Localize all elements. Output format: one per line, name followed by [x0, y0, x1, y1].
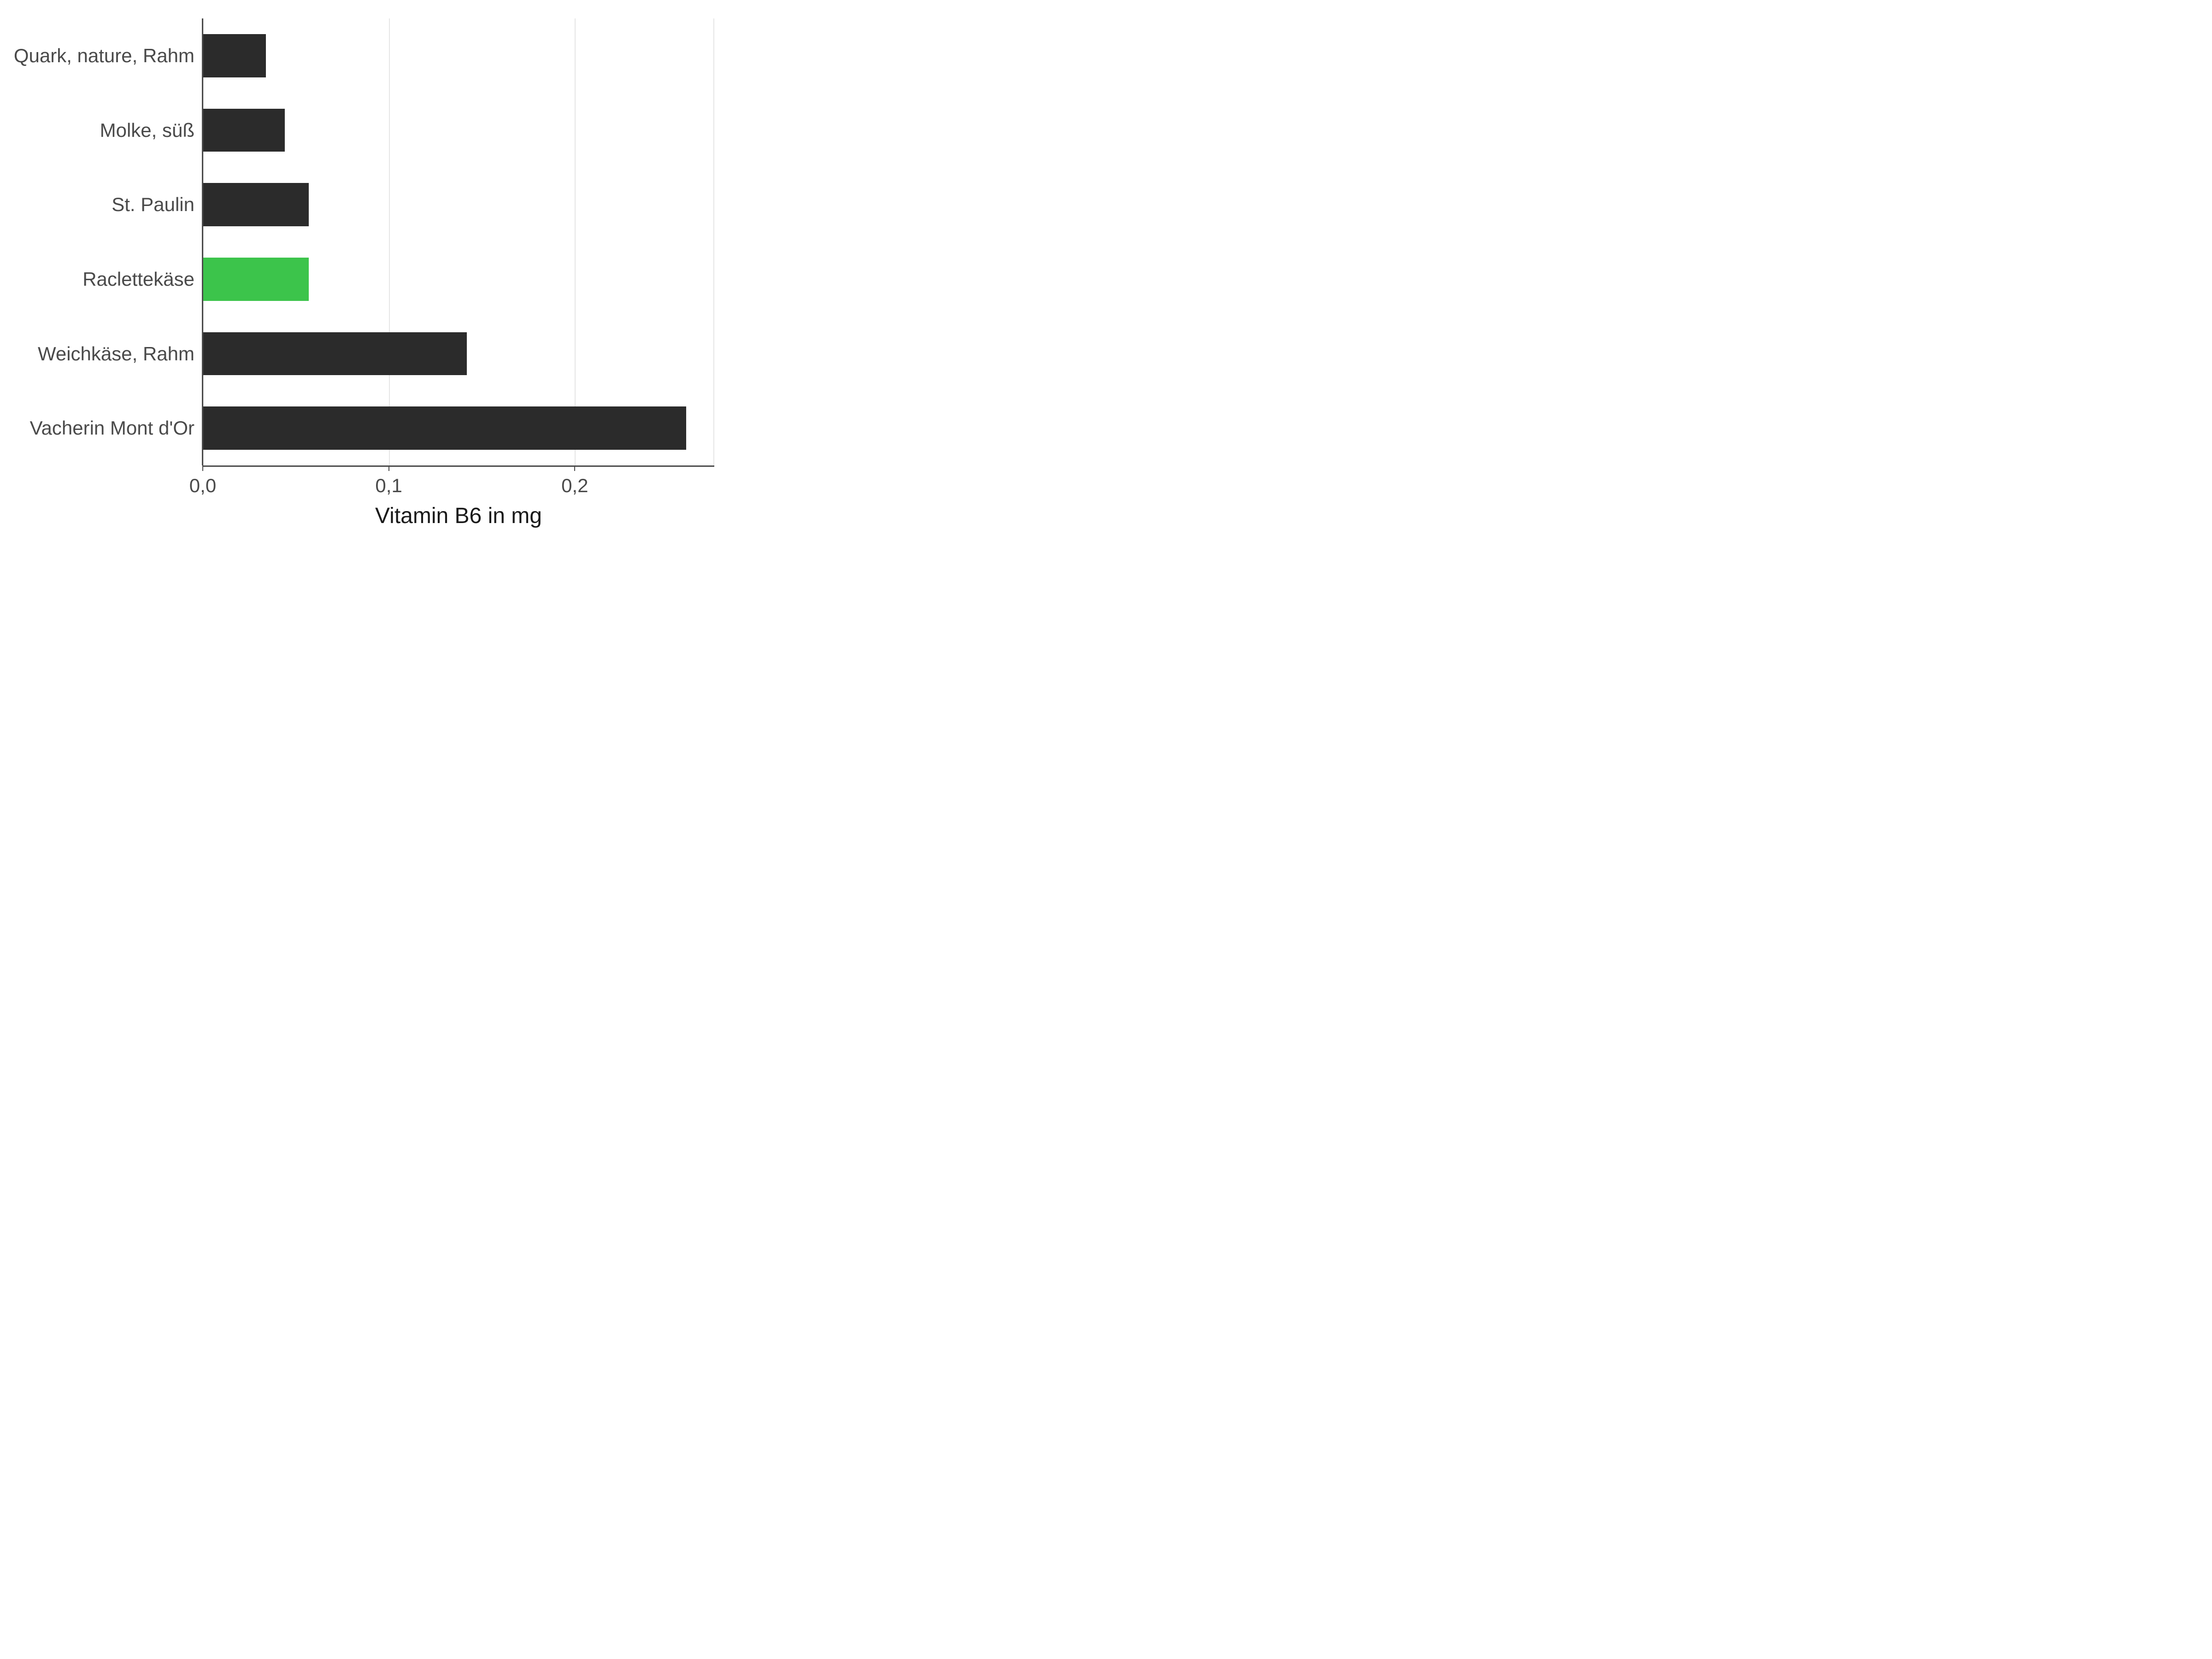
- bar: [203, 258, 309, 301]
- bar: [203, 183, 309, 226]
- x-axis-title: Vitamin B6 in mg: [203, 503, 714, 529]
- y-tick-label: St. Paulin: [112, 194, 194, 216]
- bar: [203, 332, 467, 376]
- y-tick-label: Vacherin Mont d'Or: [30, 417, 194, 439]
- y-tick-label: Weichkäse, Rahm: [38, 343, 194, 365]
- y-tick-label: Molke, süß: [100, 119, 194, 141]
- gridline: [389, 18, 390, 465]
- y-axis-line: [202, 18, 203, 465]
- bar-chart: Quark, nature, Rahm Molke, süß St. Paulin R…: [0, 0, 737, 553]
- x-tick-mark: [574, 465, 575, 471]
- x-tick-label: 0,2: [561, 475, 588, 497]
- gridline: [575, 18, 576, 465]
- gridline: [713, 18, 714, 465]
- bar: [203, 406, 686, 450]
- x-tick-mark: [202, 465, 203, 471]
- plot-area: [203, 18, 714, 465]
- y-tick-label: Quark, nature, Rahm: [14, 45, 194, 67]
- x-tick-label: 0,1: [375, 475, 402, 497]
- bar: [203, 34, 266, 77]
- x-tick-label: 0,0: [189, 475, 216, 497]
- x-tick-mark: [388, 465, 389, 471]
- bar: [203, 109, 285, 152]
- y-tick-label: Raclettekäse: [82, 268, 194, 290]
- x-axis-line: [203, 465, 714, 467]
